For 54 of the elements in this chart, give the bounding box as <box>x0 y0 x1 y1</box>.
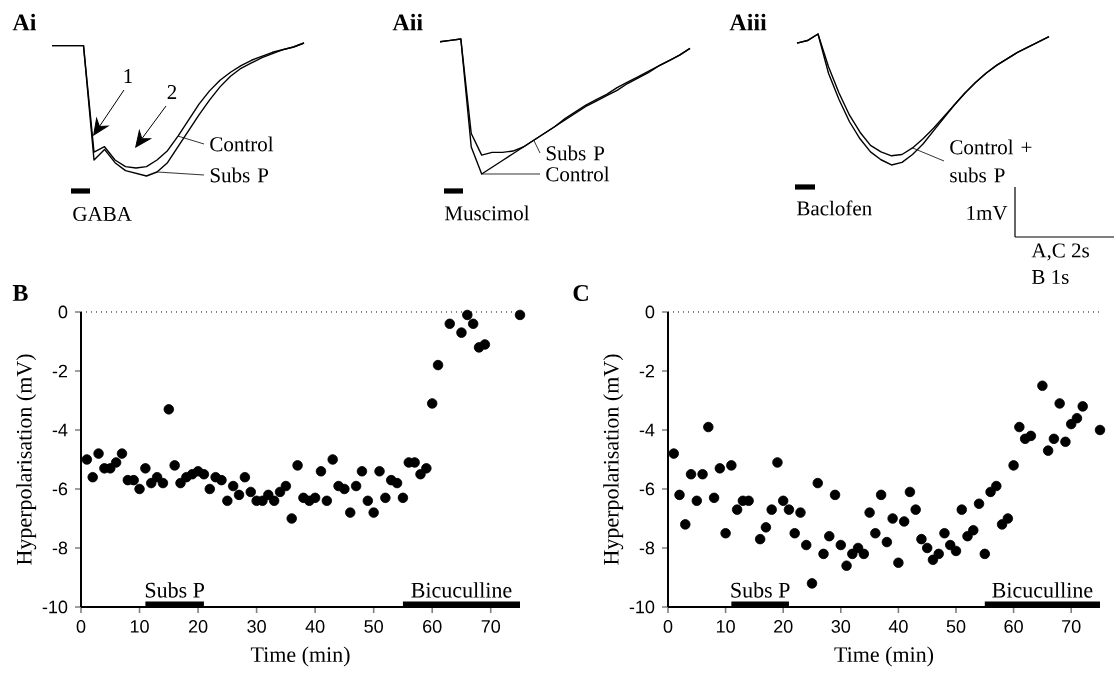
x-tick-label: 20 <box>188 620 208 633</box>
series-label: Subs P <box>145 582 205 598</box>
x-tick-label: 70 <box>1062 620 1081 633</box>
text: 1mV <box>967 205 1008 221</box>
y-tick-label: -6 <box>639 482 655 496</box>
annotation: 1 <box>124 69 132 83</box>
legend-label: Subs P <box>210 167 269 183</box>
y-tick-label: 0 <box>58 305 68 319</box>
legend-label: Control <box>546 166 610 182</box>
x-axis-title: Time (min) <box>834 646 934 667</box>
y-tick-label: -8 <box>639 541 655 555</box>
text: A,C 2s <box>1031 243 1089 261</box>
x-tick-label: 70 <box>481 620 501 633</box>
x-tick-label: 50 <box>946 620 966 633</box>
x-axis-title: Time (min) <box>250 646 350 667</box>
y-axis-title: Hyperpolarisation (mV) <box>16 354 37 565</box>
chart-title: Aii <box>392 13 423 31</box>
chart-title: C <box>573 284 588 302</box>
chart-title: Ai <box>12 13 37 31</box>
y-tick-label: -10 <box>42 600 68 614</box>
y-tick-label: -2 <box>52 364 68 378</box>
legend-label: Control <box>210 136 274 152</box>
series-label: Bicuculline <box>411 582 512 598</box>
x-tick-label: 60 <box>1004 620 1023 633</box>
y-tick-label: -8 <box>52 541 68 555</box>
y-tick-label: -4 <box>52 423 68 437</box>
text: B 1s <box>1032 269 1069 285</box>
text: Muscimol <box>445 205 530 221</box>
y-tick-label: -4 <box>639 423 655 437</box>
x-tick-label: 50 <box>364 620 383 633</box>
x-tick-label: 30 <box>831 620 851 633</box>
x-tick-label: 0 <box>76 620 86 633</box>
y-axis-title: Hyperpolarisation (mV) <box>603 354 624 565</box>
x-tick-label: 30 <box>247 620 266 633</box>
text: GABA <box>73 206 132 222</box>
x-tick-label: 20 <box>774 620 793 633</box>
y-tick-label: 0 <box>645 305 655 319</box>
annotation: 2 <box>167 85 177 99</box>
x-tick-label: 10 <box>716 620 735 633</box>
series-label: Subs P <box>731 582 790 598</box>
y-tick-label: -2 <box>639 364 655 378</box>
x-tick-label: 40 <box>888 620 908 633</box>
chart-title: Aiii <box>729 13 767 31</box>
chart-title: B <box>12 285 28 301</box>
x-tick-label: 0 <box>663 620 673 633</box>
text: Baclofen <box>797 200 872 216</box>
x-tick-label: 60 <box>423 620 442 633</box>
x-tick-label: 10 <box>130 620 149 633</box>
legend-label: Control + subs P <box>950 139 1032 183</box>
series-label: Bicuculline <box>992 582 1093 598</box>
y-tick-label: -6 <box>52 482 68 496</box>
x-tick-label: 40 <box>305 620 325 633</box>
legend-label: Subs P <box>546 145 605 161</box>
y-tick-label: -10 <box>629 600 655 614</box>
